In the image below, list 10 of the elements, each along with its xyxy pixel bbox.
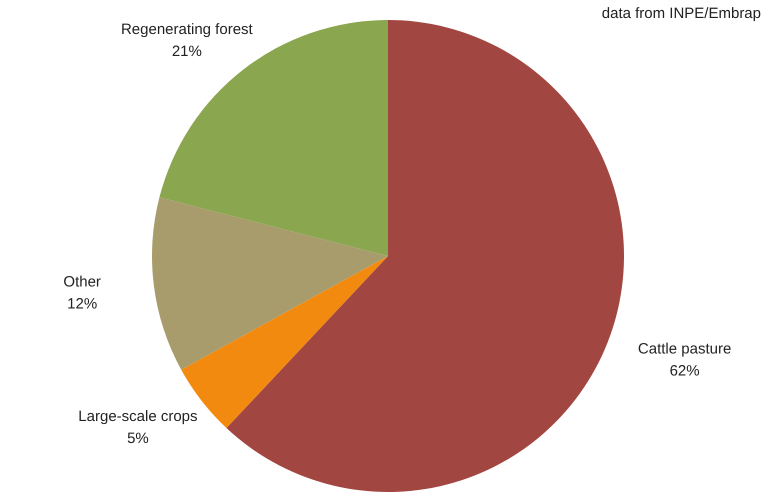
slice-label: Regenerating forest xyxy=(120,20,254,38)
text: data from INPE/Embrap xyxy=(602,5,761,22)
slice-label: Other xyxy=(63,274,101,291)
data-label: 5% xyxy=(127,430,149,448)
slice-label: Cattle pasture xyxy=(638,340,732,358)
data-label: 21% xyxy=(172,42,202,60)
slice-label: Large-scale crops xyxy=(78,408,198,426)
pie-slice xyxy=(152,197,388,370)
data-label: 62% xyxy=(670,362,700,380)
data-label: 12% xyxy=(67,296,98,313)
